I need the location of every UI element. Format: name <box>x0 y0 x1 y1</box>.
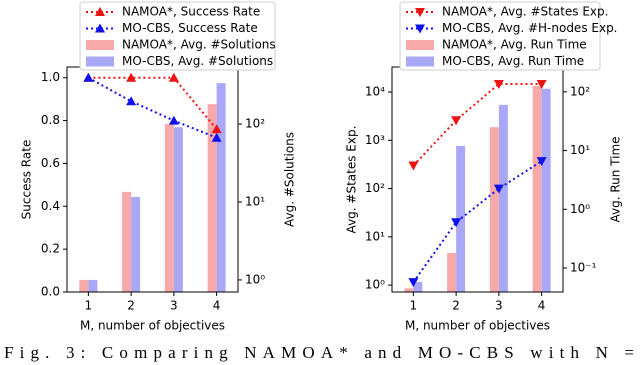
bar <box>498 104 508 292</box>
y-tick-label: 10¹ <box>365 229 385 243</box>
legend-box <box>399 1 601 71</box>
x-tick-label: 3 <box>170 299 178 313</box>
marker <box>211 124 222 134</box>
legend-patch <box>406 56 434 67</box>
bar <box>541 88 551 292</box>
y2-tick-label: 10¹ <box>570 143 590 157</box>
y-tick-label: 10² <box>365 181 385 195</box>
marker <box>451 116 462 126</box>
legend-label: MO-CBS, Avg. Run Time <box>442 54 584 68</box>
x-axis-label: M, number of objectives <box>405 319 550 333</box>
x-tick-label: 4 <box>538 299 546 313</box>
legend-marker <box>415 8 425 17</box>
x-tick-label: 3 <box>495 299 503 313</box>
legend-box <box>79 1 276 71</box>
y2-axis-label: Avg. #Solutions <box>283 132 297 227</box>
marker <box>493 184 504 194</box>
y-axis-label: Success Rate <box>20 140 34 220</box>
y2-tick-label: 10⁻¹ <box>570 260 597 274</box>
marker <box>126 96 137 106</box>
line <box>412 82 542 167</box>
x-tick-label: 2 <box>127 299 135 313</box>
legend-label: NAMOA*, Success Rate <box>122 5 260 19</box>
bar <box>122 191 132 292</box>
x-tick-label: 4 <box>213 299 221 313</box>
bar <box>447 253 457 292</box>
bar <box>216 83 226 292</box>
y2-tick-label: 10² <box>245 117 265 131</box>
x-tick-label: 1 <box>85 299 93 313</box>
legend-label: NAMOA*, Avg. #States Exp. <box>442 5 608 19</box>
y2-tick-label: 10¹ <box>245 195 265 209</box>
bar <box>173 127 183 292</box>
bar <box>164 124 174 292</box>
legend-patch <box>406 40 434 50</box>
bar <box>131 196 141 292</box>
y-tick-label: 0.0 <box>41 285 60 299</box>
marker <box>83 72 94 82</box>
legend-marker <box>415 24 425 34</box>
y-tick-label: 0.4 <box>41 199 60 213</box>
marker <box>536 79 547 89</box>
y-tick-label: 0.8 <box>41 113 60 127</box>
marker <box>168 115 179 125</box>
bar <box>207 104 217 292</box>
bar <box>404 288 414 292</box>
x-tick-label: 1 <box>410 299 418 313</box>
legend-marker <box>95 23 105 33</box>
y2-tick-label: 10² <box>570 84 590 98</box>
bar <box>413 281 423 292</box>
y2-tick-label: 10⁰ <box>570 202 590 216</box>
legend-label: MO-CBS, Avg. #Solutions <box>122 54 273 68</box>
y-axis-label: Avg. #States Exp. <box>345 126 359 234</box>
y-tick-label: 10⁰ <box>365 278 385 292</box>
y-tick-label: 10⁴ <box>365 85 385 99</box>
line <box>412 160 543 283</box>
x-tick-label: 2 <box>452 299 460 313</box>
y2-tick-label: 10⁰ <box>245 272 265 286</box>
marker <box>451 218 462 228</box>
y-tick-label: 0.6 <box>41 156 60 170</box>
marker <box>408 278 419 288</box>
y2-axis-label: Avg. Run Time <box>609 136 623 222</box>
marker <box>408 161 419 171</box>
y-tick-label: 1.0 <box>41 70 60 84</box>
marker <box>211 132 222 142</box>
marker <box>493 79 504 89</box>
legend-label: NAMOA*, Avg. Run Time <box>442 38 587 52</box>
marker <box>168 72 179 82</box>
caption: Fig. 3: Comparing NAMOA* and MO-CBS with… <box>4 343 634 362</box>
legend-patch <box>86 40 114 50</box>
x-axis-label: M, number of objectives <box>80 319 225 333</box>
y-tick-label: 10³ <box>365 133 385 147</box>
legend-label: MO-CBS, Success Rate <box>122 21 258 35</box>
legend-patch <box>86 56 114 67</box>
bar <box>532 85 542 292</box>
line <box>87 76 217 139</box>
bar <box>88 279 98 292</box>
legend-label: MO-CBS, Avg. #H-nodes Exp. <box>442 21 618 35</box>
bar <box>79 279 89 292</box>
legend-label: NAMOA*, Avg. #Solutions <box>122 38 276 52</box>
line <box>88 76 218 130</box>
marker <box>536 157 547 167</box>
y-tick-label: 0.2 <box>41 242 60 256</box>
bar <box>489 127 499 292</box>
marker <box>126 72 137 82</box>
legend-marker <box>95 7 105 16</box>
